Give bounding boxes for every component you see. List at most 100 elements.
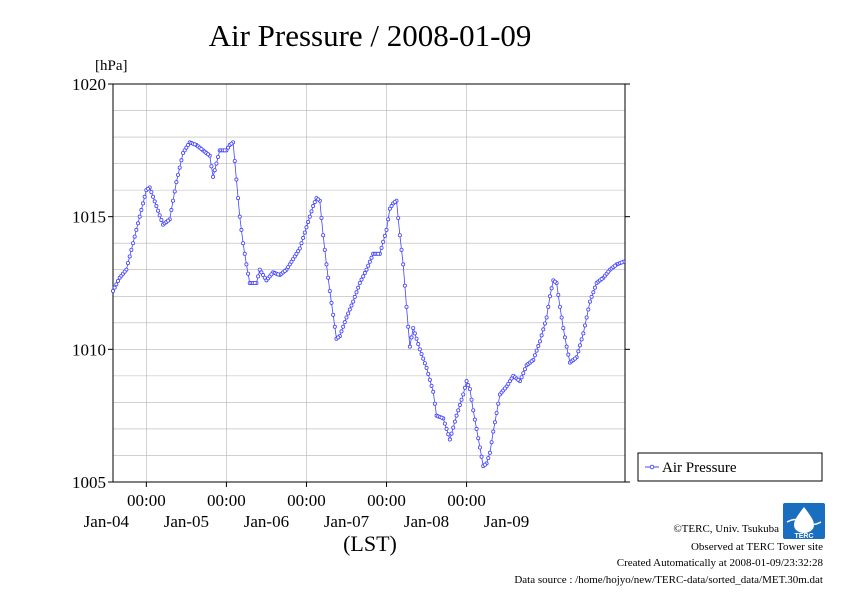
- data-point: [129, 247, 134, 252]
- data-point: [547, 294, 552, 299]
- data-point: [209, 164, 214, 169]
- data-point: [211, 174, 216, 179]
- axes: 1020 1015 1010 1005 00:00 00:00 00:00 00:00 00:0…: [72, 75, 630, 531]
- data-point: [382, 233, 387, 238]
- data-point: [229, 141, 234, 146]
- data-point: [381, 239, 386, 244]
- data-point: [172, 189, 177, 194]
- data-point: [424, 365, 429, 370]
- x-tick-date-label: Jan-09: [484, 512, 529, 531]
- data-point: [566, 352, 571, 357]
- data-point: [331, 312, 336, 317]
- data-point: [132, 234, 137, 239]
- data-point: [232, 158, 237, 163]
- data-point: [367, 259, 372, 264]
- data-point: [557, 304, 562, 309]
- data-point: [492, 420, 497, 425]
- data-point: [532, 353, 537, 358]
- data-point: [384, 227, 389, 232]
- legend: Air Pressure: [637, 452, 823, 482]
- data-point: [361, 274, 366, 279]
- data-point: [416, 342, 421, 347]
- x-axis-label: (LST): [343, 531, 397, 556]
- data-point: [491, 429, 496, 434]
- data-point: [541, 327, 546, 332]
- data-point: [612, 263, 617, 268]
- chart-title: Air Pressure / 2008-01-09: [209, 18, 532, 53]
- data-point: [579, 337, 584, 342]
- data-point: [206, 152, 211, 157]
- data-point: [142, 194, 147, 199]
- data-point: [302, 230, 307, 235]
- data-point: [516, 377, 521, 382]
- data-point: [114, 282, 119, 287]
- data-point: [316, 197, 321, 202]
- data-point: [522, 367, 527, 372]
- data-point: [456, 408, 461, 413]
- x-tick-time-label: 00:00: [367, 491, 406, 510]
- data-point: [427, 377, 432, 382]
- data-point: [304, 225, 309, 230]
- data-point: [326, 275, 331, 280]
- data-point: [174, 180, 179, 185]
- data-point: [127, 254, 132, 259]
- data-point: [457, 403, 462, 408]
- x-tick-date-label: Jan-05: [164, 512, 209, 531]
- data-point: [149, 190, 154, 195]
- data-point: [369, 255, 374, 260]
- data-point: [409, 335, 414, 340]
- data-point: [576, 349, 581, 354]
- data-point: [176, 172, 181, 177]
- data-point: [366, 263, 371, 268]
- data-point: [379, 245, 384, 250]
- data-point: [321, 233, 326, 238]
- data-point: [214, 161, 219, 166]
- data-point: [179, 158, 184, 163]
- data-point: [446, 432, 451, 437]
- data-point: [364, 267, 369, 272]
- data-point: [479, 454, 484, 459]
- data-point: [311, 204, 316, 209]
- data-point: [482, 462, 487, 467]
- data-point: [444, 426, 449, 431]
- data-point: [426, 371, 431, 376]
- data-point: [112, 285, 117, 290]
- y-tick-label: 1020: [72, 75, 106, 94]
- data-point: [136, 221, 141, 226]
- data-point: [399, 247, 404, 252]
- data-point: [452, 419, 457, 424]
- data-point: [244, 262, 249, 267]
- data-point: [472, 417, 477, 422]
- data-point: [419, 351, 424, 356]
- data-point: [309, 209, 314, 214]
- data-point: [619, 260, 624, 265]
- data-point: [306, 219, 311, 224]
- data-point: [356, 285, 361, 290]
- data-point: [154, 204, 159, 209]
- x-tick-time-label: 00:00: [287, 491, 326, 510]
- data-point: [376, 251, 381, 256]
- data-point: [301, 235, 306, 240]
- data-point: [411, 326, 416, 331]
- data-point: [402, 283, 407, 288]
- x-tick-date-label: Jan-07: [324, 512, 370, 531]
- data-point: [552, 279, 557, 284]
- data-point: [157, 213, 162, 218]
- data-point: [534, 348, 539, 353]
- data-point: [471, 408, 476, 413]
- data-point: [137, 214, 142, 219]
- data-point: [586, 307, 591, 312]
- data-point: [386, 217, 391, 222]
- data-point: [521, 371, 526, 376]
- data-point: [159, 217, 164, 222]
- data-point: [509, 376, 514, 381]
- data-point: [362, 271, 367, 276]
- data-point: [417, 347, 422, 352]
- data-point: [269, 272, 274, 277]
- data-point: [327, 288, 332, 293]
- data-point: [401, 262, 406, 267]
- data-point: [494, 411, 499, 416]
- data-point: [431, 389, 436, 394]
- x-tick-date-label: Jan-04: [84, 512, 130, 531]
